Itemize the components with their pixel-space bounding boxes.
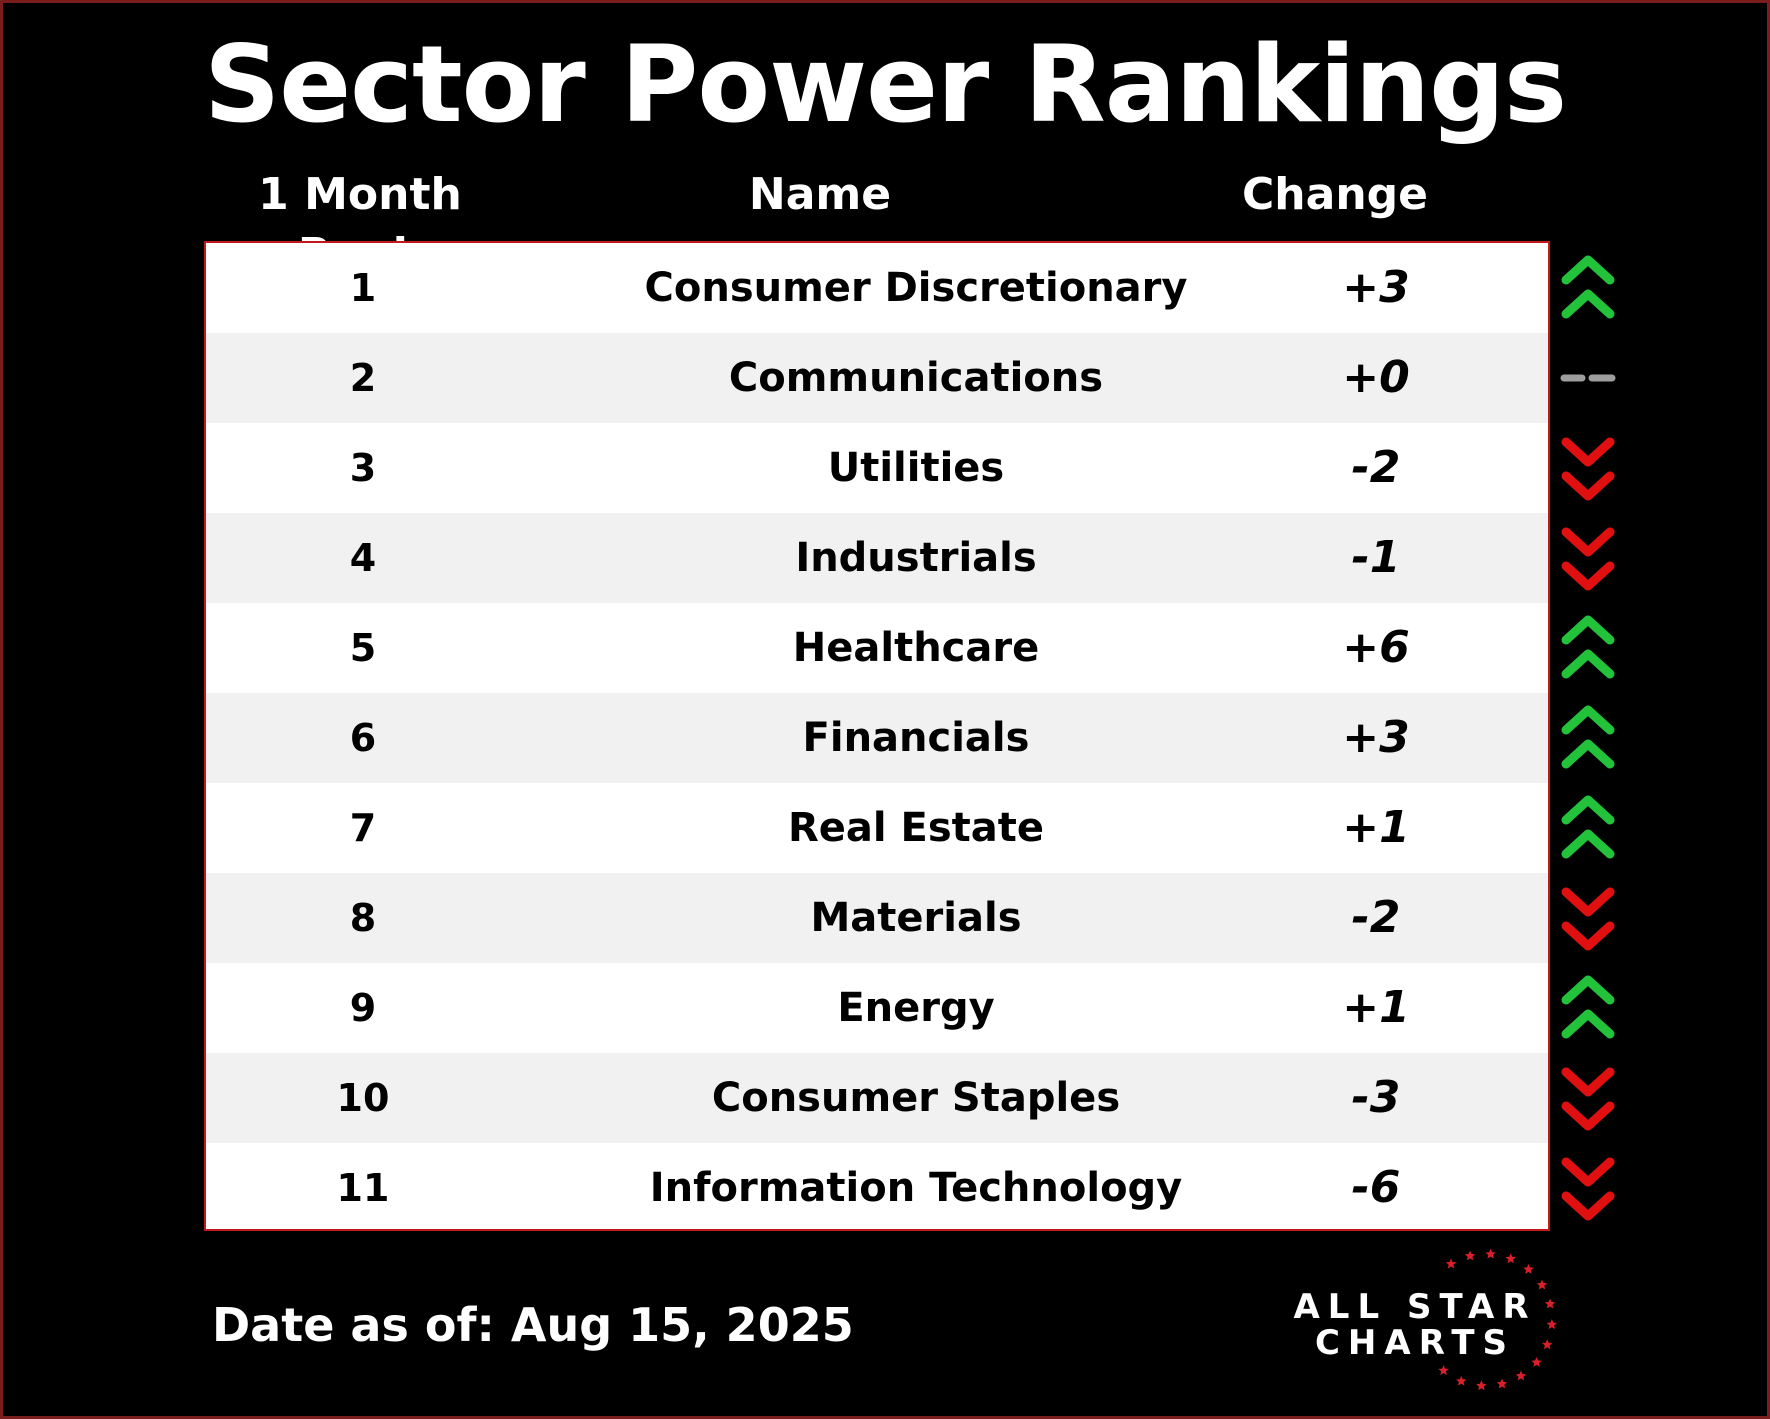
logo-star [1544,1298,1556,1309]
logo-star [1546,1319,1558,1330]
table-row: 4 Industrials -1 [206,513,1548,603]
star-ring-icon [1438,1248,1558,1391]
logo-star [1505,1253,1516,1264]
logo-star [1496,1378,1508,1389]
logo-star [1515,1370,1527,1381]
logo-star [1476,1380,1487,1391]
table-row: 2 Communications +0 [206,333,1548,423]
sector-name-cell: Information Technology [649,1165,1183,1211]
table-row: 5 Healthcare +6 [206,603,1548,693]
table-row: 7 Real Estate +1 [206,783,1548,873]
table-row: 3 Utilities -2 [206,423,1548,513]
dash-neutral-icon [1560,374,1616,382]
page-title: Sector Power Rankings [203,23,1567,146]
logo-text-line1: ALL STAR [1293,1287,1537,1327]
double-chevron-down-icon [1561,1157,1615,1221]
rank-cell: 9 [349,986,377,1030]
change-cell: -2 [1351,892,1401,943]
logo-star [1456,1375,1467,1386]
change-cell: -3 [1351,1072,1401,1123]
column-header-change: Change [1242,169,1428,220]
rank-cell: 4 [349,536,377,580]
table-row: 11 Information Technology -6 [206,1143,1548,1233]
rankings-table: 1 Consumer Discretionary +3 2 Communications… [204,241,1550,1231]
rank-cell: 8 [349,896,377,940]
logo-text-line2: CHARTS [1314,1323,1516,1363]
change-cell: +6 [1342,622,1410,673]
table-row: 9 Energy +1 [206,963,1548,1053]
table-row: 10 Consumer Staples -3 [206,1053,1548,1143]
date-label: Date as of: Aug 15, 2025 [212,1298,854,1352]
rank-cell: 3 [349,446,377,490]
double-chevron-up-icon [1561,615,1615,679]
double-chevron-down-icon [1561,527,1615,591]
rank-cell: 5 [349,626,377,670]
change-cell: +3 [1342,262,1410,313]
sector-name-cell: Healthcare [792,625,1040,671]
column-header-name: Name [748,169,892,220]
sector-name-cell: Utilities [827,445,1005,491]
change-cell: +1 [1342,802,1410,853]
rank-cell: 1 [349,266,377,310]
double-chevron-up-icon [1561,705,1615,769]
change-cell: +1 [1342,982,1410,1033]
sector-name-cell: Financials [802,715,1030,761]
double-chevron-down-icon [1561,1067,1615,1131]
logo-star [1531,1356,1542,1367]
all-star-charts-logo: ALL STAR CHARTS [1290,1245,1570,1395]
logo-star [1438,1365,1449,1375]
table-row: 6 Financials +3 [206,693,1548,783]
logo-star [1523,1263,1534,1274]
double-chevron-up-icon [1561,795,1615,859]
change-cell: +0 [1342,352,1410,403]
sector-name-cell: Consumer Discretionary [644,265,1188,311]
double-chevron-up-icon [1561,975,1615,1039]
sector-name-cell: Materials [810,895,1022,941]
table-row: 1 Consumer Discretionary +3 [206,243,1548,333]
logo-star [1536,1279,1548,1290]
rank-cell: 10 [336,1076,390,1120]
rank-cell: 2 [349,356,377,400]
sector-name-cell: Consumer Staples [711,1075,1121,1121]
double-chevron-down-icon [1561,887,1615,951]
change-cell: +3 [1342,712,1410,763]
double-chevron-up-icon [1561,255,1615,319]
logo-star [1485,1248,1496,1259]
rank-cell: 7 [349,806,377,850]
sector-name-cell: Real Estate [787,805,1045,851]
logo-star [1445,1258,1457,1269]
logo-star [1542,1339,1553,1350]
logo-star [1464,1250,1476,1261]
change-cell: -2 [1351,442,1401,493]
rank-cell: 11 [336,1166,390,1210]
rank-cell: 6 [349,716,377,760]
sector-name-cell: Communications [728,355,1104,401]
double-chevron-down-icon [1561,437,1615,501]
change-cell: -6 [1351,1162,1401,1213]
change-cell: -1 [1351,532,1401,583]
sector-name-cell: Industrials [795,535,1037,581]
table-row: 8 Materials -2 [206,873,1548,963]
sector-name-cell: Energy [837,985,995,1031]
